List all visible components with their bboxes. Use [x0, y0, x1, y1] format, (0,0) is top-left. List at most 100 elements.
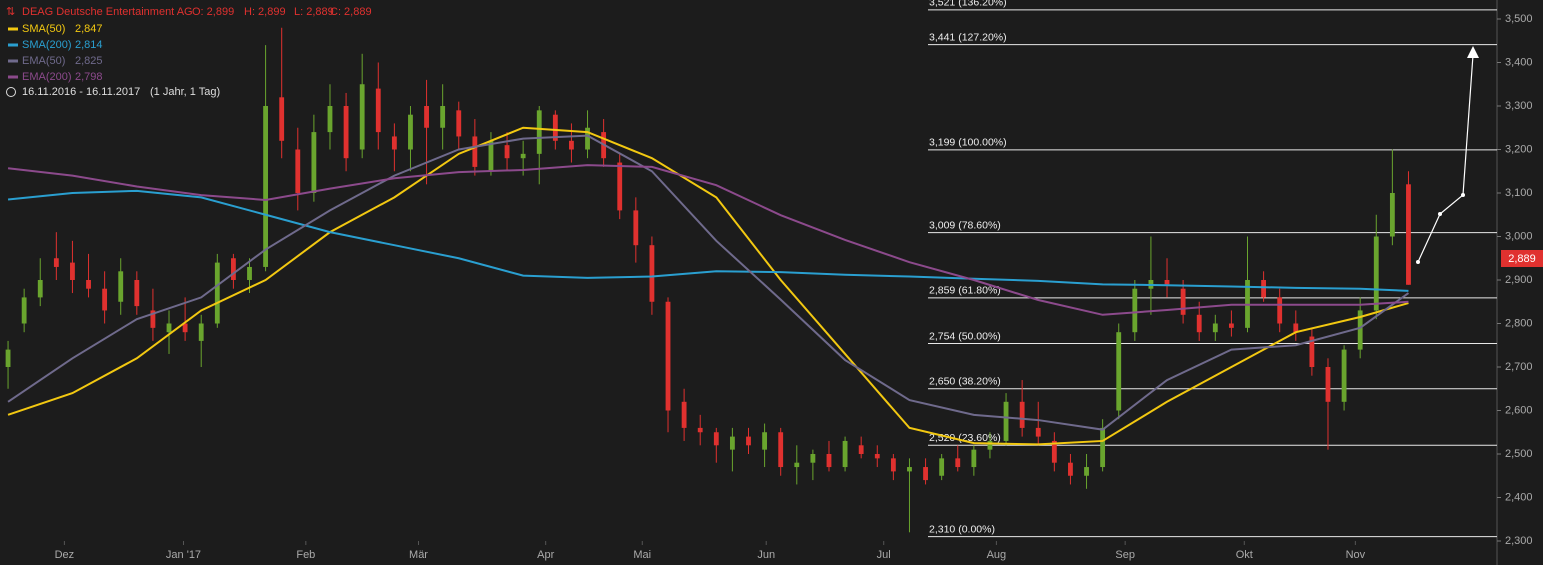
clock-icon [6, 87, 16, 97]
x-tick-label: Feb [296, 549, 315, 561]
candle-body [166, 323, 172, 333]
candle-body [70, 262, 75, 280]
candle-body [1019, 401, 1025, 428]
candle-body [762, 432, 768, 450]
ohlc-label: H: 2,899 [244, 6, 286, 18]
candle-body [504, 145, 510, 159]
projection-point [1438, 212, 1442, 216]
projection-arrow [1417, 54, 1474, 263]
candle-body [86, 280, 91, 289]
candle-body [826, 454, 832, 468]
legend-value: 2,814 [75, 39, 103, 51]
y-tick-label: 2,300 [1505, 535, 1533, 547]
candle-body [327, 106, 333, 133]
candle-body [424, 106, 429, 128]
ma-line [7, 189, 1409, 292]
candle-body [53, 258, 59, 267]
legend-label: EMA(200) [22, 71, 72, 83]
x-tick-label: Nov [1346, 549, 1366, 561]
period: (1 Jahr, 1 Tag) [150, 86, 220, 98]
y-tick-label: 3,100 [1505, 187, 1533, 199]
projection-point [1416, 260, 1420, 264]
x-tick-label: Aug [987, 549, 1007, 561]
candle-body [939, 458, 945, 476]
x-tick-label: Okt [1236, 549, 1253, 561]
legend-label: EMA(50) [22, 55, 65, 67]
ohlc-label: L: 2,889 [294, 6, 334, 18]
legend-value: 2,798 [75, 71, 103, 83]
candle-body [1325, 367, 1331, 402]
candle-body [552, 114, 558, 141]
legend-value: 2,847 [75, 23, 103, 35]
candle-body [1180, 288, 1186, 315]
candle-body [923, 467, 928, 481]
logo: ⇅ [6, 6, 15, 18]
projection-point [1461, 193, 1465, 197]
candle-body [1068, 462, 1073, 476]
x-tick-label: Jun [757, 549, 775, 561]
candle-body [1389, 193, 1395, 237]
candle-body [665, 301, 671, 411]
candle-body [150, 310, 156, 328]
candle-body [118, 271, 124, 302]
candle-body [569, 140, 574, 150]
candle-body [617, 162, 623, 211]
candle-body [536, 110, 542, 154]
candle-body [907, 467, 912, 472]
candle-body [311, 132, 317, 193]
candle-body [1100, 427, 1106, 468]
y-tick-label: 2,400 [1505, 491, 1533, 503]
chart-title: DEAG Deutsche Entertainment AG [22, 6, 193, 18]
x-tick-label: Sep [1115, 549, 1135, 561]
candle-body [488, 140, 494, 172]
candle-body [955, 458, 961, 468]
date-range: 16.11.2016 - 16.11.2017 [22, 86, 140, 98]
candle-body [472, 136, 478, 167]
candle-body [681, 401, 687, 428]
candle-body [987, 440, 993, 450]
candle-body [5, 349, 11, 367]
y-tick-label: 2,500 [1505, 448, 1533, 460]
candle-body [247, 266, 252, 280]
fib-label: 3,009 (78.60%) [929, 219, 1001, 231]
fib-label: 3,521 (136.20%) [929, 0, 1007, 9]
candle-body [778, 432, 784, 468]
price-tag-label: 2,889 [1508, 253, 1536, 265]
candle-body [440, 106, 446, 128]
candle-body [182, 323, 188, 333]
legend-swatch [8, 43, 18, 47]
x-tick-label: Jul [877, 549, 891, 561]
y-tick-label: 2,800 [1505, 317, 1533, 329]
candle-body [343, 106, 349, 159]
y-tick-label: 3,400 [1505, 56, 1533, 68]
ma-line [7, 126, 1409, 446]
y-tick-label: 2,900 [1505, 274, 1533, 286]
candle-body [21, 297, 27, 324]
candle-body [1051, 440, 1057, 463]
candle-body [713, 432, 719, 446]
candle-body [263, 106, 269, 267]
candle-body [408, 114, 413, 150]
arrow-head [1467, 46, 1479, 58]
ohlc-label: C: 2,889 [330, 6, 372, 18]
legend-swatch [8, 59, 18, 63]
legend-swatch [8, 27, 18, 31]
x-tick-label: Apr [537, 549, 554, 561]
candle-body [1277, 297, 1283, 324]
candle-body [1261, 280, 1267, 298]
fib-label: 2,520 (23.60%) [929, 432, 1001, 444]
candle-body [971, 449, 977, 468]
fib-label: 2,754 (50.00%) [929, 330, 1001, 342]
legend-value: 2,825 [75, 55, 103, 67]
candle-body [1164, 280, 1170, 285]
legend-label: SMA(50) [22, 23, 65, 35]
candle-body [1212, 323, 1218, 333]
candle-body [1293, 323, 1299, 333]
x-tick-label: Jan '17 [166, 549, 201, 561]
candle-body [810, 454, 816, 463]
plot: 2,300 2,400 2,500 2,600 2,700 2,800 2,900 3,000… [5, 0, 1533, 561]
candle-body [585, 127, 590, 150]
candle-body [746, 436, 751, 446]
